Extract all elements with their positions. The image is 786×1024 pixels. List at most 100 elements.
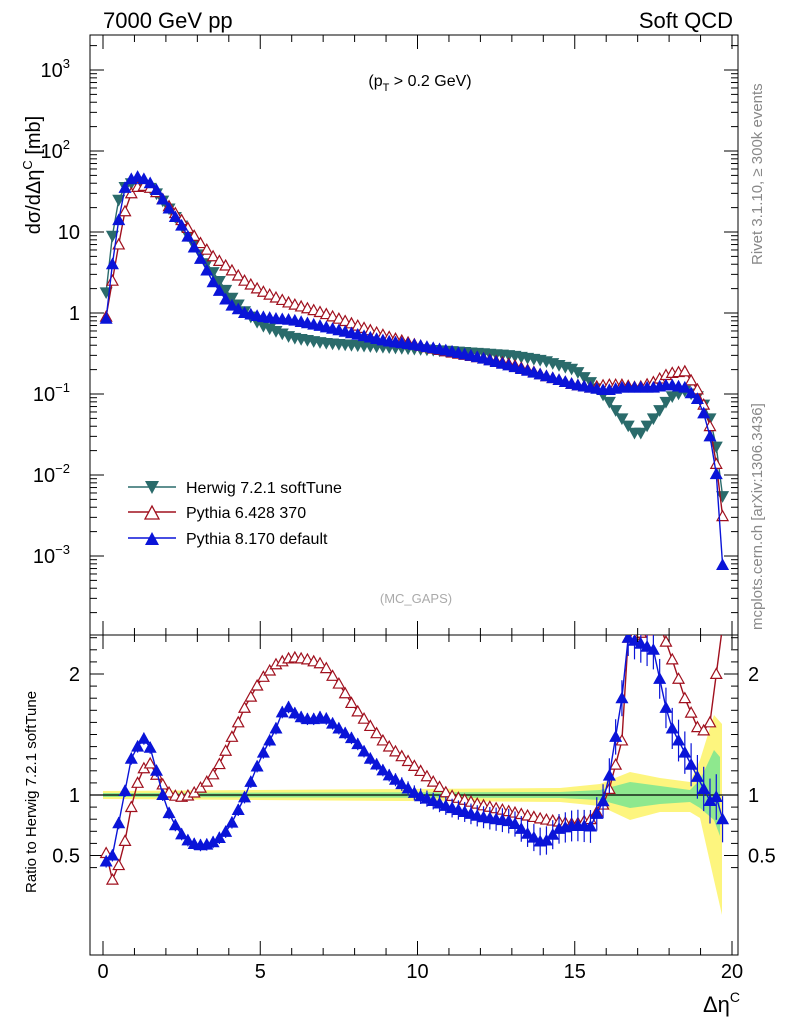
data-point bbox=[665, 391, 679, 404]
y-tick-label: 103 bbox=[41, 56, 70, 82]
data-point bbox=[105, 230, 119, 243]
ratio-point bbox=[238, 790, 252, 803]
ratio-point bbox=[206, 767, 220, 780]
ratio-point bbox=[288, 706, 302, 719]
data-point bbox=[118, 204, 132, 217]
data-point bbox=[244, 277, 258, 290]
y-tick-label: 10−2 bbox=[33, 461, 70, 487]
y-tick-label: 10−3 bbox=[33, 542, 70, 568]
data-point bbox=[602, 396, 616, 409]
data-point bbox=[219, 284, 233, 297]
ratio-y-axis: 0.5 0.5 1 1 2 2 bbox=[52, 637, 776, 869]
ratio-point bbox=[376, 733, 390, 746]
ratio-point bbox=[244, 775, 258, 787]
data-point bbox=[653, 405, 667, 417]
ratio-point bbox=[407, 759, 421, 771]
ratio-point bbox=[697, 782, 711, 794]
data-point bbox=[99, 311, 113, 324]
ratio-point bbox=[338, 726, 352, 739]
ratio-point bbox=[395, 749, 409, 762]
ratio-point bbox=[401, 781, 415, 794]
ratio-point bbox=[137, 731, 151, 744]
ratio-y-tick-label-right: 1 bbox=[748, 785, 759, 807]
legend-marker-pythia8 bbox=[145, 532, 159, 545]
ratio-point bbox=[665, 652, 679, 665]
x-tick-label: 5 bbox=[255, 961, 266, 983]
data-point bbox=[231, 302, 245, 315]
data-point bbox=[684, 373, 698, 386]
ratio-point bbox=[709, 790, 723, 803]
ratio-point bbox=[168, 818, 182, 831]
data-point bbox=[112, 194, 126, 207]
legend-label-herwig: Herwig 7.2.1 softTune bbox=[186, 480, 342, 497]
ratio-point bbox=[112, 816, 126, 829]
ratio-point bbox=[124, 800, 138, 813]
ratio-point bbox=[332, 721, 346, 734]
ratio-point bbox=[414, 789, 428, 802]
ratio-point bbox=[672, 672, 686, 684]
ratio-line bbox=[105, 635, 723, 882]
ratio-point bbox=[414, 764, 428, 777]
ratio-point bbox=[124, 751, 138, 764]
ratio-point bbox=[256, 745, 270, 758]
top-y-label: dσ/dΔηC [mb] bbox=[20, 116, 45, 234]
ratio-point bbox=[690, 720, 704, 733]
ratio-point bbox=[439, 785, 453, 798]
ratio-point bbox=[344, 696, 358, 709]
data-point bbox=[168, 210, 182, 223]
ratio-point bbox=[231, 715, 245, 728]
ratio-point bbox=[313, 656, 327, 669]
ratio-point bbox=[583, 819, 597, 832]
ratio-point bbox=[219, 744, 233, 756]
mcplots-label: mcplots.cern.ch [arXiv:1306.3436] bbox=[749, 403, 766, 630]
ratio-point bbox=[690, 770, 704, 782]
x-axis: 0 5 10 15 20 bbox=[97, 35, 743, 983]
ratio-point bbox=[143, 756, 157, 769]
data-point bbox=[193, 236, 208, 249]
ratio-point bbox=[388, 744, 403, 757]
ratio-point bbox=[231, 803, 245, 816]
data-point bbox=[143, 176, 157, 189]
ratio-point bbox=[212, 757, 226, 770]
ratio-point bbox=[653, 672, 667, 684]
data-point bbox=[269, 290, 283, 303]
ratio-y-tick-label: 1 bbox=[69, 785, 80, 807]
data-point bbox=[156, 192, 170, 205]
ratio-point bbox=[112, 858, 126, 871]
y-tick-label: 10−1 bbox=[33, 380, 70, 406]
ratio-point bbox=[99, 854, 113, 867]
ratio-point bbox=[351, 704, 365, 717]
data-point bbox=[162, 201, 176, 214]
ratio-point bbox=[370, 757, 384, 770]
legend-entry-pythia6: Pythia 6.428 370 bbox=[128, 504, 306, 522]
ratio-point bbox=[363, 751, 377, 764]
ratio-point bbox=[546, 827, 560, 840]
ratio-point bbox=[388, 773, 403, 785]
ratio-point bbox=[659, 635, 673, 647]
uncertainty-band bbox=[103, 715, 722, 915]
data-point bbox=[709, 457, 723, 469]
rivet-label: Rivet 3.1.10, ≥ 300k events bbox=[749, 83, 766, 265]
ratio-point bbox=[527, 830, 541, 843]
x-tick-label: 15 bbox=[564, 961, 586, 983]
ratio-point bbox=[596, 794, 610, 807]
ratio-point bbox=[646, 643, 660, 655]
data-point bbox=[716, 558, 730, 570]
energy-label: 7000 GeV pp bbox=[103, 8, 233, 33]
ratio-point bbox=[602, 768, 616, 781]
data-point bbox=[200, 243, 214, 255]
x-tick-label: 10 bbox=[406, 961, 428, 983]
ratio-point bbox=[539, 833, 553, 846]
data-point bbox=[219, 292, 233, 305]
ratio-panel: 0.5 0.5 1 1 2 2 Ratio to Herwig 7.2.1 softTun… bbox=[23, 623, 776, 956]
ratio-point bbox=[131, 739, 145, 752]
ratio-point bbox=[256, 670, 270, 682]
ratio-point bbox=[672, 733, 686, 746]
data-point bbox=[678, 380, 692, 393]
legend-marker-pythia6 bbox=[143, 504, 161, 520]
ratio-point bbox=[648, 623, 659, 633]
ratio-point bbox=[219, 825, 233, 837]
ratio-point bbox=[521, 826, 535, 839]
ratio-point bbox=[143, 741, 157, 753]
ratio-point bbox=[716, 812, 730, 825]
